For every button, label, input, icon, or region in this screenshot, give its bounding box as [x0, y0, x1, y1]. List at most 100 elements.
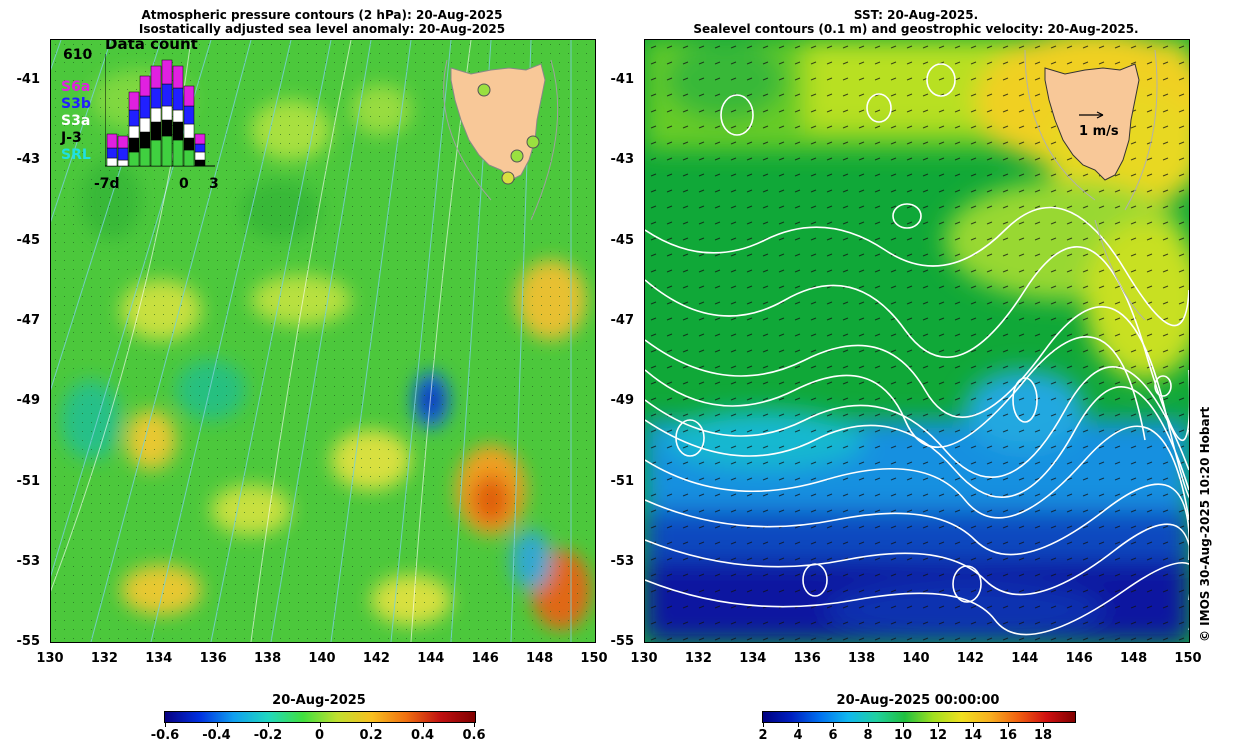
data-count-bar-segment [183, 105, 195, 125]
data-count-bar-segment [172, 139, 184, 167]
data-count-bar-segment [172, 121, 184, 141]
left-title-line1: Atmospheric pressure contours (2 hPa): 2… [141, 8, 503, 22]
y-tick-right: -53 [610, 553, 635, 569]
x-tick-left: 144 [417, 651, 445, 666]
data-count-bar-segment [128, 137, 140, 153]
x-tick-left: 140 [308, 651, 336, 666]
colorbar-tick-mark [938, 723, 939, 727]
data-count-bar-segment [183, 149, 195, 167]
colorbar-tick-mark [1008, 723, 1009, 727]
colorbar-tick-label: 4 [793, 728, 803, 743]
right-colorbar [762, 711, 1076, 723]
data-count-bar-segment [117, 147, 129, 161]
data-count-bars [105, 54, 215, 167]
data-count-bar-segment [183, 123, 195, 139]
y-tick-right: -47 [610, 312, 635, 328]
x-tick-left: 148 [526, 651, 554, 666]
data-count-bar-segment [194, 143, 206, 153]
y-tick-right: -45 [610, 232, 635, 248]
x-tick-left: 142 [362, 651, 390, 666]
y-tick-left: -41 [16, 72, 41, 87]
data-count-bar-segment [150, 139, 162, 167]
x-tick-right: 148 [1120, 651, 1148, 666]
data-count-x-start: -7d [94, 176, 120, 192]
colorbar-tick-mark [763, 723, 764, 727]
colorbar-tick-label: 0.4 [410, 728, 435, 743]
colorbar-tick-mark [973, 723, 974, 727]
y-tick-left: -43 [16, 152, 41, 168]
x-tick-right: 132 [684, 651, 712, 666]
colorbar-tick-mark [474, 723, 475, 727]
y-tick-right: -43 [610, 152, 635, 168]
data-count-bar-segment [172, 87, 184, 111]
colorbar-tick-label: 2 [758, 728, 768, 743]
data-count-title: Data count [105, 39, 198, 53]
colorbar-tick-label: 14 [963, 728, 983, 743]
colorbar-tick-mark [319, 723, 321, 727]
x-tick-right: 138 [848, 651, 876, 666]
data-count-bar-segment [139, 95, 151, 119]
x-tick-right: 142 [956, 651, 984, 666]
x-tick-left: 130 [36, 651, 64, 666]
colorbar-tick-label: 12 [928, 728, 948, 743]
right-title-line2: Sealevel contours (0.1 m) and geostrophi… [693, 22, 1139, 36]
colorbar-tick-mark [868, 723, 869, 727]
left-colorbar [164, 711, 476, 723]
left-colorbar-label: 20-Aug-2025 [272, 693, 366, 708]
colorbar-tick-label: -0.4 [202, 728, 231, 743]
data-count-bar-segment [128, 125, 140, 139]
data-count-bar-segment [128, 91, 140, 111]
colorbar-tick-mark [903, 723, 904, 727]
colorbar-tick-label: 6 [828, 728, 838, 743]
left-sea-level-map[interactable]: Data count 610 S6a S3b S3a J-3 SRL -7d 0… [50, 39, 596, 643]
y-tick-right: -49 [610, 393, 635, 409]
colorbar-tick-mark [216, 723, 218, 727]
data-count-bar-segment [117, 135, 129, 149]
data-count-bar-segment [150, 107, 162, 123]
x-tick-left: 134 [145, 651, 173, 666]
data-count-bar-segment [139, 75, 151, 97]
data-count-bar-segment [194, 159, 206, 167]
left-map-graphic [51, 40, 595, 642]
data-count-bar-segment [128, 109, 140, 127]
data-count-bar-segment [106, 157, 118, 167]
copyright-note: © IMOS 30-Aug-2025 10:20 Hobart [1198, 406, 1212, 642]
colorbar-tick-mark [165, 723, 166, 727]
data-count-bar-segment [106, 147, 118, 159]
data-count-bar-segment [106, 133, 118, 149]
data-count-bar-segment [194, 151, 206, 161]
right-title-line1: SST: 20-Aug-2025. [853, 8, 979, 22]
data-count-max: 610 [63, 47, 93, 63]
colorbar-tick-mark [1043, 723, 1044, 727]
data-count-inset: Data count 610 S6a S3b S3a J-3 SRL -7d 0… [51, 40, 251, 200]
colorbar-tick-label: 16 [998, 728, 1018, 743]
y-tick-left: -51 [16, 473, 41, 489]
data-count-bar-segment [150, 121, 162, 141]
tasmania-landmass [1044, 63, 1140, 181]
x-tick-right: 150 [1174, 651, 1202, 666]
data-count-bar-segment [128, 151, 140, 167]
left-title-line2: Isostatically adjusted sea level anomaly… [138, 22, 506, 36]
data-count-bar-segment [194, 133, 206, 145]
y-tick-left: -53 [16, 553, 41, 569]
colorbar-tick-label: 8 [863, 728, 873, 743]
y-tick-right: -55 [610, 634, 635, 650]
colorbar-tick-mark [422, 723, 424, 727]
data-count-bar-segment [150, 87, 162, 109]
data-count-x-zero: 0 [179, 176, 189, 192]
x-tick-left: 150 [580, 651, 608, 666]
y-tick-left: -55 [16, 634, 41, 650]
colorbar-tick-label: -0.6 [150, 728, 180, 743]
velocity-scale-label: 1 m/s [1079, 124, 1119, 139]
data-count-bar-segment [117, 159, 129, 167]
data-count-bar-segment [183, 137, 195, 151]
right-sst-map[interactable]: 1 m/s [644, 39, 1190, 643]
colorbar-tick-mark [371, 723, 372, 727]
colorbar-tick-label: -0.2 [253, 728, 283, 743]
x-tick-left: 146 [471, 651, 499, 666]
legend-j3: J-3 [61, 130, 82, 146]
data-count-bar-segment [161, 135, 173, 167]
right-map-graphic [645, 40, 1189, 642]
tasmania-landmass [450, 63, 546, 181]
legend-s3a: S3a [61, 113, 91, 129]
